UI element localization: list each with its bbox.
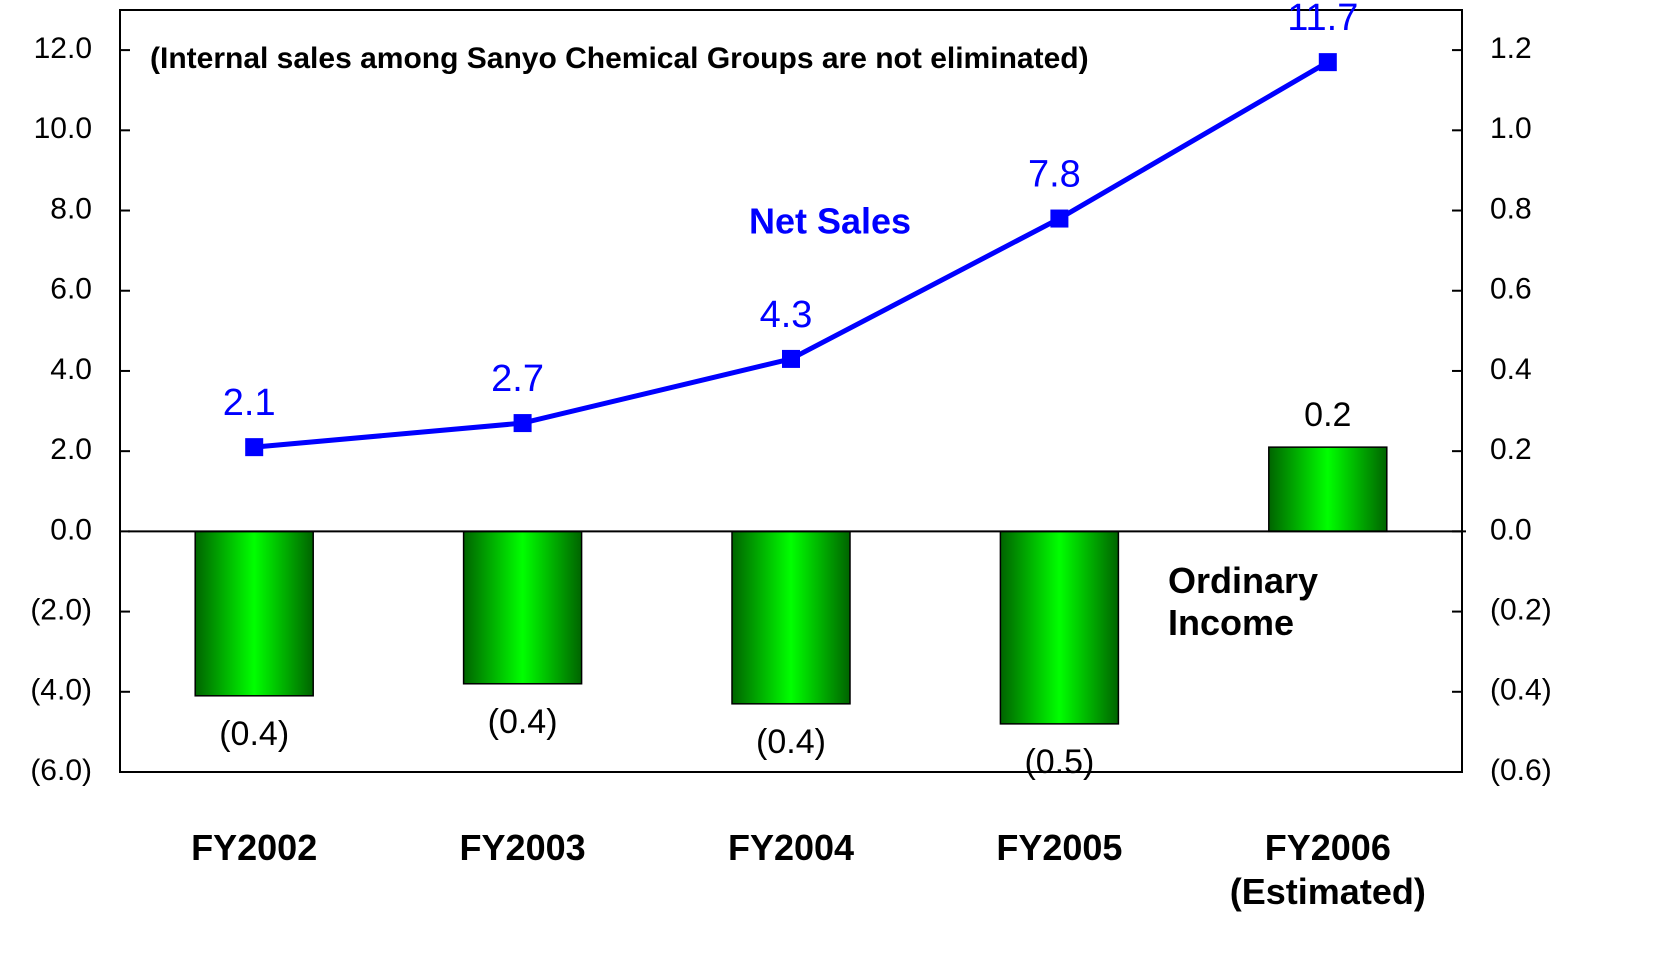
line: [253, 59, 1330, 450]
y2-tick-label: 0.2: [1490, 433, 1532, 466]
marker: [245, 438, 264, 457]
x-tick-label: FY2005: [996, 827, 1123, 868]
y-tick-label: (4.0): [30, 674, 92, 707]
y-tick-label: 8.0: [50, 192, 92, 225]
x-tick-label: FY2006 (Estimated): [1229, 827, 1426, 912]
bar: [194, 530, 314, 697]
marker: [782, 349, 800, 368]
y-tick-label: 10.0: [34, 112, 92, 145]
y-tick-label: 4.0: [50, 353, 92, 386]
annotation: (Internal sales among Sanyo Chemical Gro…: [150, 42, 1089, 75]
data-label: (0.4): [756, 723, 826, 761]
y-tick-label: 0.0: [50, 513, 92, 546]
x-tick-label: FY2003: [459, 827, 586, 868]
series-label: Net Sales: [749, 201, 911, 242]
data-label: 2.1: [223, 382, 276, 424]
y-tick-label: 2.0: [50, 433, 92, 466]
data-label: 4.3: [760, 294, 813, 336]
data-label: (0.4): [488, 703, 558, 741]
y2-tick-label: 0.0: [1490, 513, 1532, 546]
bar: [462, 530, 583, 685]
data-label: 11.7: [1287, 0, 1358, 39]
series-label: Ordinary Income: [1168, 560, 1319, 643]
y2-tick-label: (0.4): [1490, 674, 1552, 707]
y-tick-label: (2.0): [30, 594, 92, 627]
marker: [1318, 53, 1337, 72]
y2-tick-label: 1.2: [1490, 32, 1532, 65]
bar: [731, 530, 851, 705]
marker: [1050, 209, 1069, 228]
y-tick-label: 6.0: [50, 273, 92, 306]
y2-tick-label: 0.4: [1490, 353, 1532, 386]
y-tick-label: 12.0: [34, 32, 92, 65]
data-label: 7.8: [1028, 154, 1081, 196]
plot-frame: [119, 9, 1463, 773]
y-tick-label: (6.0): [30, 754, 92, 787]
y2-tick-label: 1.0: [1490, 112, 1532, 145]
data-label: (0.4): [219, 715, 289, 753]
x-tick-label: FY2002: [191, 827, 318, 868]
data-label: 0.2: [1304, 396, 1351, 434]
y2-tick-label: (0.6): [1490, 754, 1552, 787]
data-label: (0.5): [1024, 743, 1094, 781]
bar: [1268, 446, 1388, 533]
y2-tick-label: 0.8: [1490, 192, 1532, 225]
x-tick-label: FY2004: [727, 827, 855, 868]
marker: [513, 414, 532, 433]
bar: [999, 530, 1120, 725]
y2-tick-label: 0.6: [1490, 273, 1532, 306]
data-label: 2.7: [491, 358, 544, 400]
y2-tick-label: (0.2): [1490, 594, 1552, 627]
